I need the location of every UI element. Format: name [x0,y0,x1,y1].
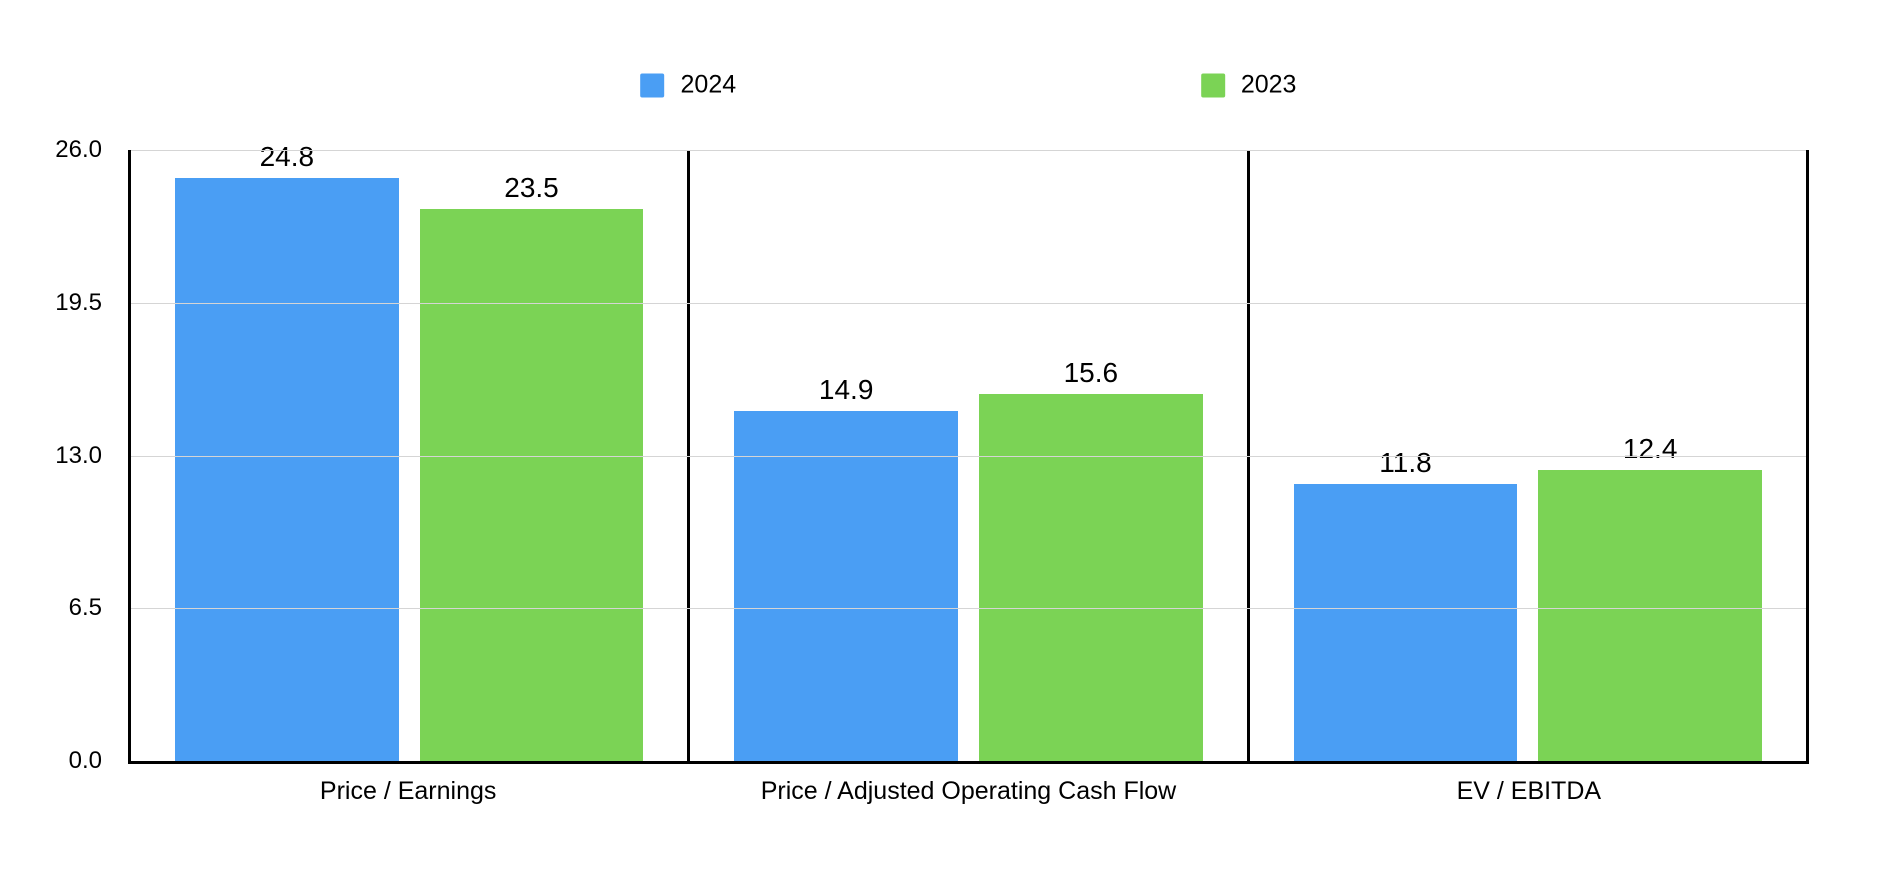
legend-item-2023[interactable]: 2023 [1200,70,1297,99]
x-axis: Price / Earnings Price / Adjusted Operati… [128,776,1809,806]
legend-swatch-icon [640,73,665,97]
gridline [131,608,1806,610]
gridline [131,302,1806,304]
category-label: EV / EBITDA [1456,777,1602,805]
bar-value-label: 14.9 [818,373,874,405]
bar-2023-category-0[interactable]: 23.5 [419,173,644,761]
category-panel-0: 24.8 23.5 [131,143,687,761]
category-label: Price / Adjusted Operating Cash Flow [760,777,1177,805]
bar-2023-category-2[interactable]: 12.4 [1538,434,1762,761]
y-tick-label: 6.5 [68,594,102,622]
plot-area: 24.8 23.5 14.9 15.6 11.8 12.4 [128,143,1809,764]
y-tick-label: 13.0 [55,441,102,469]
y-tick-label: 19.5 [55,288,102,316]
category-label: Price / Earnings [319,777,497,805]
legend-item-2024[interactable]: 2024 [640,70,737,99]
bar-2024-category-1[interactable]: 14.9 [734,375,958,761]
bar-value-label: 24.8 [259,141,315,173]
bar-value-label: 12.4 [1622,432,1678,464]
y-tick-label: 26.0 [55,136,102,163]
gridline [131,455,1806,457]
y-axis: 0.0 6.5 13.0 19.5 26.0 [0,138,102,773]
bar-2023-category-1[interactable]: 15.6 [979,359,1203,761]
gridline [131,150,1806,151]
legend-swatch-icon [1200,73,1225,97]
legend-label: 2023 [1240,70,1297,99]
legend-label: 2024 [680,70,737,99]
bar-2024-category-2[interactable]: 11.8 [1293,448,1518,761]
y-tick-label: 0.0 [68,747,102,774]
category-panel-1: 14.9 15.6 [687,150,1246,761]
chart-legend: 2024 2023 [128,58,1809,112]
bar-value-label: 15.6 [1063,357,1119,389]
bar-value-label: 11.8 [1379,446,1432,478]
bar-value-label: 23.5 [504,171,559,203]
bar-2024-category-0[interactable]: 24.8 [175,143,399,761]
